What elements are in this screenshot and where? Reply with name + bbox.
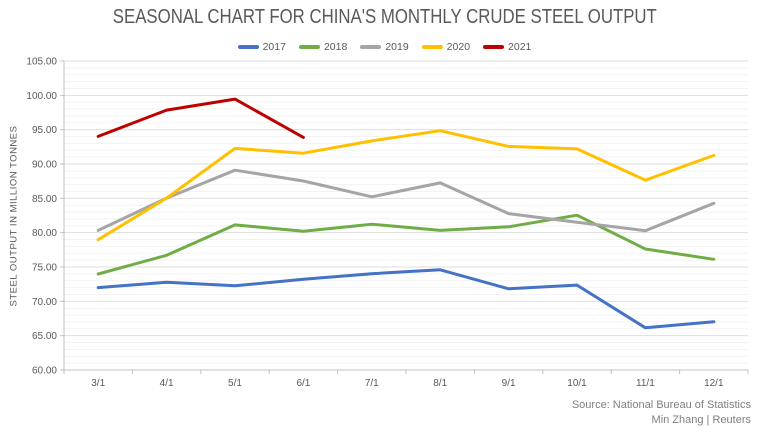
y-tick-label: 105.00	[26, 57, 57, 68]
x-tick-label: 3/1	[91, 378, 105, 389]
legend-item-2019: 2019	[360, 41, 409, 53]
series-line-2017	[96, 268, 716, 330]
y-tick-label: 65.00	[32, 331, 57, 342]
y-tick-label: 70.00	[32, 297, 57, 308]
y-tick-label: 95.00	[32, 125, 57, 136]
y-tick-label: 80.00	[32, 228, 57, 239]
x-tick-label: 6/1	[296, 378, 310, 389]
legend-label-2017: 2017	[262, 41, 286, 53]
x-tick-label: 9/1	[502, 378, 516, 389]
y-tick-label: 60.00	[32, 366, 57, 377]
y-tick-label: 85.00	[32, 194, 57, 205]
x-tick-label: 5/1	[228, 378, 242, 389]
legend-label-2020: 2020	[446, 41, 471, 53]
legend-label-2018: 2018	[323, 41, 348, 53]
legend-swatch-2017	[237, 45, 259, 49]
y-tick-label: 75.00	[32, 263, 57, 274]
legend-label-2019: 2019	[385, 41, 409, 53]
chart-title: SEASONAL CHART FOR CHINA'S MONTHLY CRUDE…	[0, 5, 769, 29]
legend-item-2021: 2021	[483, 41, 531, 53]
legend: 2017 2018 2019 2020 2021	[0, 41, 769, 53]
legend-swatch-2018	[298, 45, 320, 49]
x-tick-label: 10/1	[567, 378, 587, 389]
source-line-2: Min Zhang | Reuters	[651, 414, 751, 426]
series-line-2019	[96, 168, 716, 233]
y-tick-label: 100.00	[26, 91, 57, 102]
y-tick-label: 90.00	[32, 160, 57, 171]
source-note: Source: National Bureau of Statistics Mi…	[572, 398, 751, 428]
series-line-2020	[96, 129, 716, 242]
chart-title-text: SEASONAL CHART FOR CHINA'S MONTHLY CRUDE…	[112, 6, 657, 28]
series-line-2018	[96, 213, 716, 276]
x-tick-label: 8/1	[433, 378, 447, 389]
x-tick-label: 7/1	[365, 378, 379, 389]
series-line-2021	[96, 97, 305, 139]
x-tick-label: 4/1	[160, 378, 174, 389]
source-line-1: Source: National Bureau of Statistics	[571, 399, 751, 411]
legend-label-2021: 2021	[508, 41, 532, 53]
legend-swatch-2019	[360, 45, 382, 49]
legend-item-2017: 2017	[237, 41, 286, 53]
x-tick-label: 12/1	[704, 378, 724, 389]
legend-swatch-2020	[421, 45, 443, 49]
legend-item-2020: 2020	[421, 41, 471, 53]
x-tick-label: 11/1	[636, 378, 655, 389]
legend-swatch-2021	[483, 45, 505, 49]
legend-item-2018: 2018	[298, 41, 348, 53]
